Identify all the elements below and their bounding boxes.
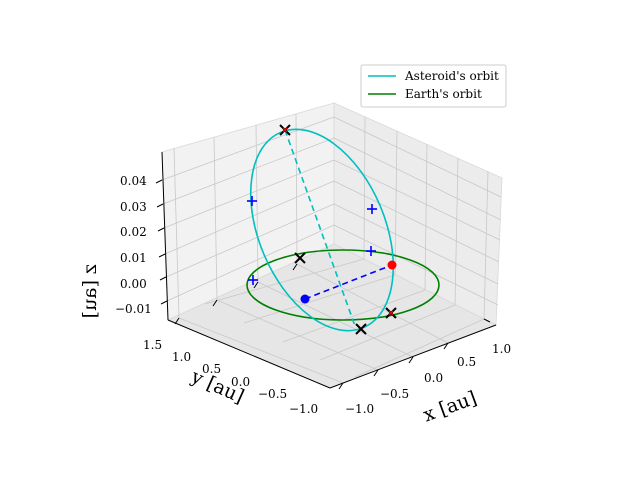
z-tick-labels: 0.04 0.03 0.02 0.01 0.00 −0.01 — [115, 174, 152, 316]
y-tick-label: 1.5 — [143, 338, 162, 352]
z-tick-label: 0.03 — [120, 200, 147, 214]
legend: Asteroid's orbit Earth's orbit — [360, 64, 507, 108]
earth-point-blue — [300, 294, 310, 304]
x-tick-label: 0.0 — [424, 371, 443, 385]
z-tick-label: 0.00 — [120, 277, 147, 291]
z-tick-label: 0.01 — [120, 251, 147, 265]
grid-lines — [161, 113, 502, 384]
y-tick-label: −0.5 — [258, 387, 287, 401]
plus-marker — [366, 246, 376, 256]
plus-marker — [248, 275, 258, 285]
z-tick-label: 0.04 — [120, 174, 147, 188]
x-tick-label: −0.5 — [380, 387, 409, 401]
plus-marker — [247, 196, 257, 206]
x-tick-label: −1.0 — [345, 402, 374, 416]
y-tick-label: 0.5 — [202, 362, 221, 376]
earth-orbit-line — [246, 249, 440, 321]
legend-label-earth: Earth's orbit — [405, 87, 482, 101]
asteroid-node-line — [284, 129, 356, 327]
legend-box — [360, 64, 507, 108]
cross-red-centers — [282, 127, 394, 316]
z-tick-label: 0.02 — [120, 225, 147, 239]
y-tick-label: 1.0 — [172, 350, 191, 364]
legend-label-asteroid: Asteroid's orbit — [404, 69, 499, 83]
x-axis-label: x [au] — [420, 387, 479, 427]
y-tick-label: −1.0 — [289, 402, 318, 416]
plus-markers — [247, 196, 377, 285]
x-tick-labels: −1.0 −0.5 0.0 0.5 1.0 — [345, 342, 511, 416]
z-axis-label: z [au] — [79, 264, 101, 318]
z-tick-label: −0.01 — [115, 302, 152, 316]
cross-marker — [294, 252, 306, 264]
tick-marks — [155, 179, 491, 390]
axis-lines — [161, 151, 497, 389]
x-tick-label: 0.5 — [457, 355, 476, 369]
earth-point-red — [387, 260, 397, 270]
x-tick-label: 1.0 — [492, 342, 511, 356]
y-tick-label: 0.0 — [231, 375, 250, 389]
y-tick-labels: 1.5 1.0 0.5 0.0 −0.5 −1.0 — [143, 338, 318, 416]
earth-sun-line — [304, 264, 393, 300]
plus-marker — [367, 204, 377, 214]
cross-marker — [355, 323, 367, 335]
